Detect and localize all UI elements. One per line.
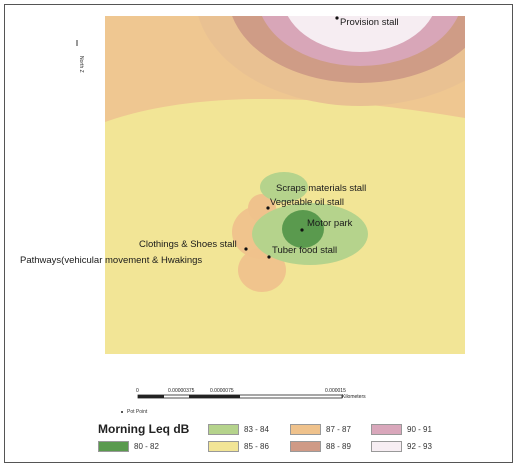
point-clothings-shoes-stall [244, 247, 248, 251]
legend-range: 83 - 84 [244, 425, 269, 434]
label-vegetable-oil-stall: Vegetable oil stall [270, 197, 344, 208]
scale-tick-1: 0.00000375 [168, 388, 195, 394]
point-motor-park [300, 228, 304, 232]
label-scraps-materials-stall: Scraps materials stall [276, 183, 366, 194]
point-tuber-food-stall [267, 255, 271, 259]
hotspot-pathways [238, 248, 286, 292]
north-label: North Z [78, 56, 84, 73]
legend-item-90-91: 90 - 91 [371, 423, 432, 436]
point-vegetable-oil-stall [266, 206, 270, 210]
point-provision-stall [335, 16, 339, 20]
legend-range: 88 - 89 [326, 442, 351, 451]
scale-bar: 0 0.00000375 0.0000075 0.000015 Kilomete… [136, 388, 366, 400]
legend-range: 85 - 86 [244, 442, 269, 451]
scale-tick-3: 0.000015 [325, 388, 346, 394]
legend-item-80-82: 80 - 82 [98, 440, 159, 453]
zone-92-93 [287, 16, 433, 52]
legend-range: 80 - 82 [134, 442, 159, 451]
legend-swatch [208, 441, 239, 452]
legend-swatch [290, 441, 321, 452]
legend-item-85-86: 85 - 86 [208, 440, 269, 453]
scale-unit: Kilometers [342, 394, 366, 400]
noise-contour-layer [105, 16, 465, 354]
legend-swatch [98, 441, 129, 452]
legend-swatch [371, 441, 402, 452]
hotspot-scraps [260, 172, 308, 202]
legend-range: 92 - 93 [407, 442, 432, 451]
legend-range: 90 - 91 [407, 425, 432, 434]
scale-tick-0: 0 [136, 388, 139, 394]
legend-range: 87 - 87 [326, 425, 351, 434]
legend-point-symbol: Pot Point [121, 409, 147, 415]
label-motor-park: Motor park [307, 218, 353, 229]
legend-item-87-87: 87 - 87 [290, 423, 351, 436]
legend-title: Morning Leq dB [98, 422, 190, 436]
legend-item-88-89: 88 - 89 [290, 440, 351, 453]
point-symbol-icon [121, 410, 123, 413]
north-arrow: North Z [76, 40, 84, 73]
label-clothings-shoes-stall: Clothings & Shoes stall [139, 239, 237, 250]
legend-item-83-84: 83 - 84 [208, 423, 269, 436]
legend-point-label: Pot Point [127, 409, 148, 415]
legend-swatch [208, 424, 239, 435]
scale-tick-2: 0.0000075 [210, 388, 234, 394]
label-tuber-food-stall: Tuber food stall [272, 245, 337, 256]
legend-swatch [290, 424, 321, 435]
label-provision-stall: Provision stall [340, 17, 399, 28]
legend-item-92-93: 92 - 93 [371, 440, 432, 453]
label-pathways: Pathways(vehicular movement & Hwakings [20, 255, 202, 266]
legend-swatch [371, 424, 402, 435]
